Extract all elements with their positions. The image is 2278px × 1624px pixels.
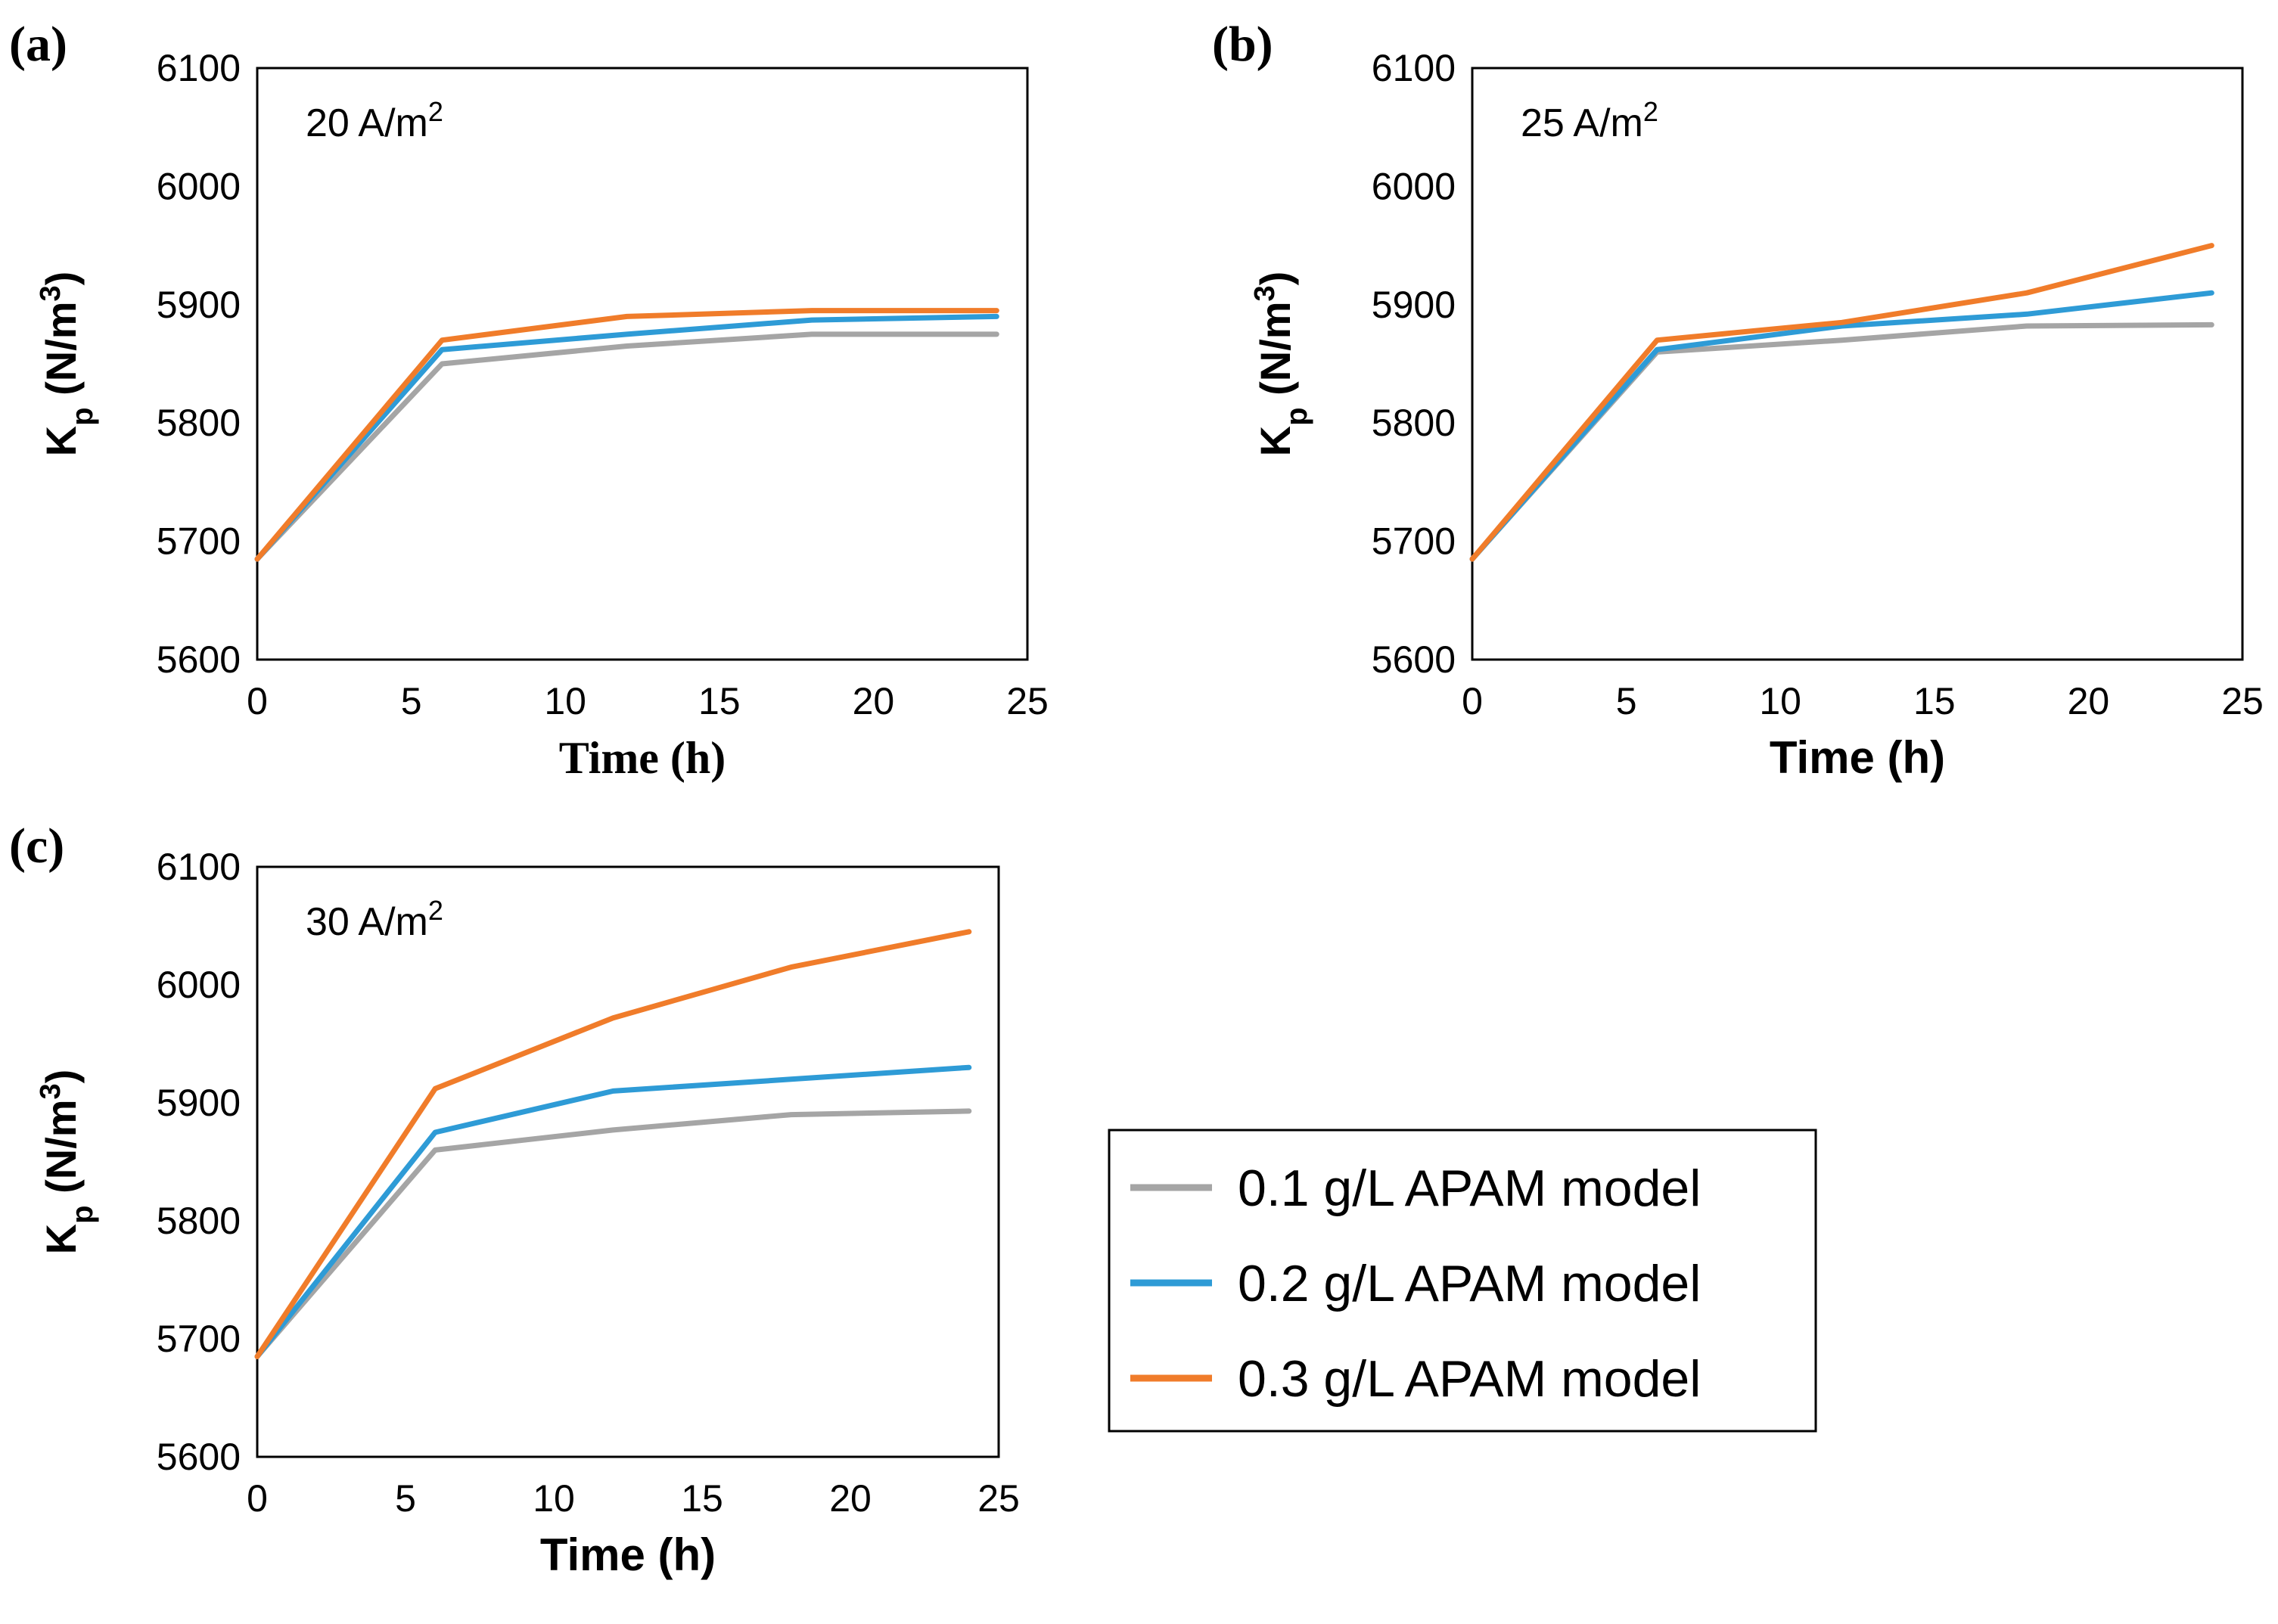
x-tick-label: 20 <box>829 1477 872 1520</box>
current-density-annotation: 30 A/m2 <box>306 895 443 945</box>
legend-label: 0.1 g/L APAM model <box>1238 1160 1701 1217</box>
x-tick-label: 5 <box>1616 680 1637 722</box>
y-tick-label: 6000 <box>1372 165 1456 207</box>
y-tick-label: 6100 <box>157 47 241 89</box>
plot-frame <box>256 67 1029 661</box>
y-tick-label: 5700 <box>157 520 241 563</box>
y-tick-label: 5700 <box>1372 520 1456 563</box>
series-line-3 <box>254 929 972 1359</box>
y-tick-label: 5800 <box>157 402 241 444</box>
legend-label: 0.2 g/L APAM model <box>1238 1255 1701 1312</box>
x-tick-label: 5 <box>401 680 422 722</box>
x-tick-label: 15 <box>1913 680 1956 722</box>
x-tick-label: 5 <box>395 1477 416 1520</box>
panel-c: (c) 5600 5700 5800 5900 6000 6100 0 5 10 15 20 25 Tim… <box>9 818 1020 1580</box>
series-line-3 <box>1469 243 2214 562</box>
x-axis-title: Time (h) <box>1770 732 1945 783</box>
panel-label: (c) <box>9 818 64 874</box>
x-axis-title: Time (h) <box>559 733 726 783</box>
series-line-2 <box>254 313 999 562</box>
y-tick-label: 5900 <box>157 1082 241 1124</box>
y-tick-label: 5600 <box>1372 638 1456 681</box>
panel-label: (b) <box>1212 17 1273 72</box>
x-tick-label: 15 <box>681 1477 723 1520</box>
y-tick-label: 6000 <box>157 165 241 207</box>
y-tick-label: 5600 <box>157 638 241 681</box>
series-line-1 <box>1469 321 2214 562</box>
x-tick-label: 25 <box>1006 680 1049 722</box>
x-tick-label: 10 <box>1759 680 1801 722</box>
panel-label: (a) <box>9 17 67 72</box>
y-axis-title: Kp (N/m3) <box>1249 272 1313 457</box>
panel-a: (a) 5600 5700 5800 5900 6000 6100 0 5 10 15 20 25 Tim… <box>9 17 1049 783</box>
current-density-annotation: 25 A/m2 <box>1521 96 1658 146</box>
y-tick-label: 5800 <box>1372 402 1456 444</box>
series-line-3 <box>254 308 999 562</box>
x-tick-label: 20 <box>853 680 895 722</box>
series-line-1 <box>254 331 999 562</box>
y-axis-title: Kp (N/m3) <box>35 1070 99 1255</box>
x-tick-label: 20 <box>2068 680 2110 722</box>
y-tick-label: 5800 <box>157 1200 241 1242</box>
x-axis-title: Time (h) <box>540 1529 716 1580</box>
series-line-2 <box>254 1064 972 1359</box>
x-tick-label: 0 <box>247 680 268 722</box>
series-line-2 <box>1469 290 2214 562</box>
y-tick-label: 6100 <box>1372 47 1456 89</box>
y-tick-label: 6000 <box>157 964 241 1006</box>
y-tick-label: 5900 <box>1372 284 1456 326</box>
y-tick-label: 5600 <box>157 1436 241 1478</box>
y-tick-label: 5900 <box>157 284 241 326</box>
plot-frame <box>256 865 1000 1458</box>
y-axis-title: Kp (N/m3) <box>35 272 99 457</box>
x-tick-label: 25 <box>977 1477 1020 1520</box>
x-tick-label: 0 <box>247 1477 268 1520</box>
x-tick-label: 10 <box>544 680 586 722</box>
y-tick-label: 6100 <box>157 846 241 888</box>
legend: 0.1 g/L APAM model 0.2 g/L APAM model 0.3 … <box>1108 1129 1817 1433</box>
x-tick-label: 15 <box>698 680 741 722</box>
panel-b: (b) 5600 5700 5800 5900 6000 6100 0 5 10 15 20 25 Tim… <box>1212 17 2264 783</box>
x-tick-label: 25 <box>2221 680 2264 722</box>
y-tick-label: 5700 <box>157 1318 241 1360</box>
legend-box <box>1108 1129 1817 1433</box>
plot-frame <box>1471 67 2244 661</box>
x-tick-label: 10 <box>533 1477 575 1520</box>
x-tick-label: 0 <box>1462 680 1483 722</box>
series-line-1 <box>254 1108 972 1359</box>
current-density-annotation: 20 A/m2 <box>306 96 443 146</box>
legend-label: 0.3 g/L APAM model <box>1238 1350 1701 1408</box>
